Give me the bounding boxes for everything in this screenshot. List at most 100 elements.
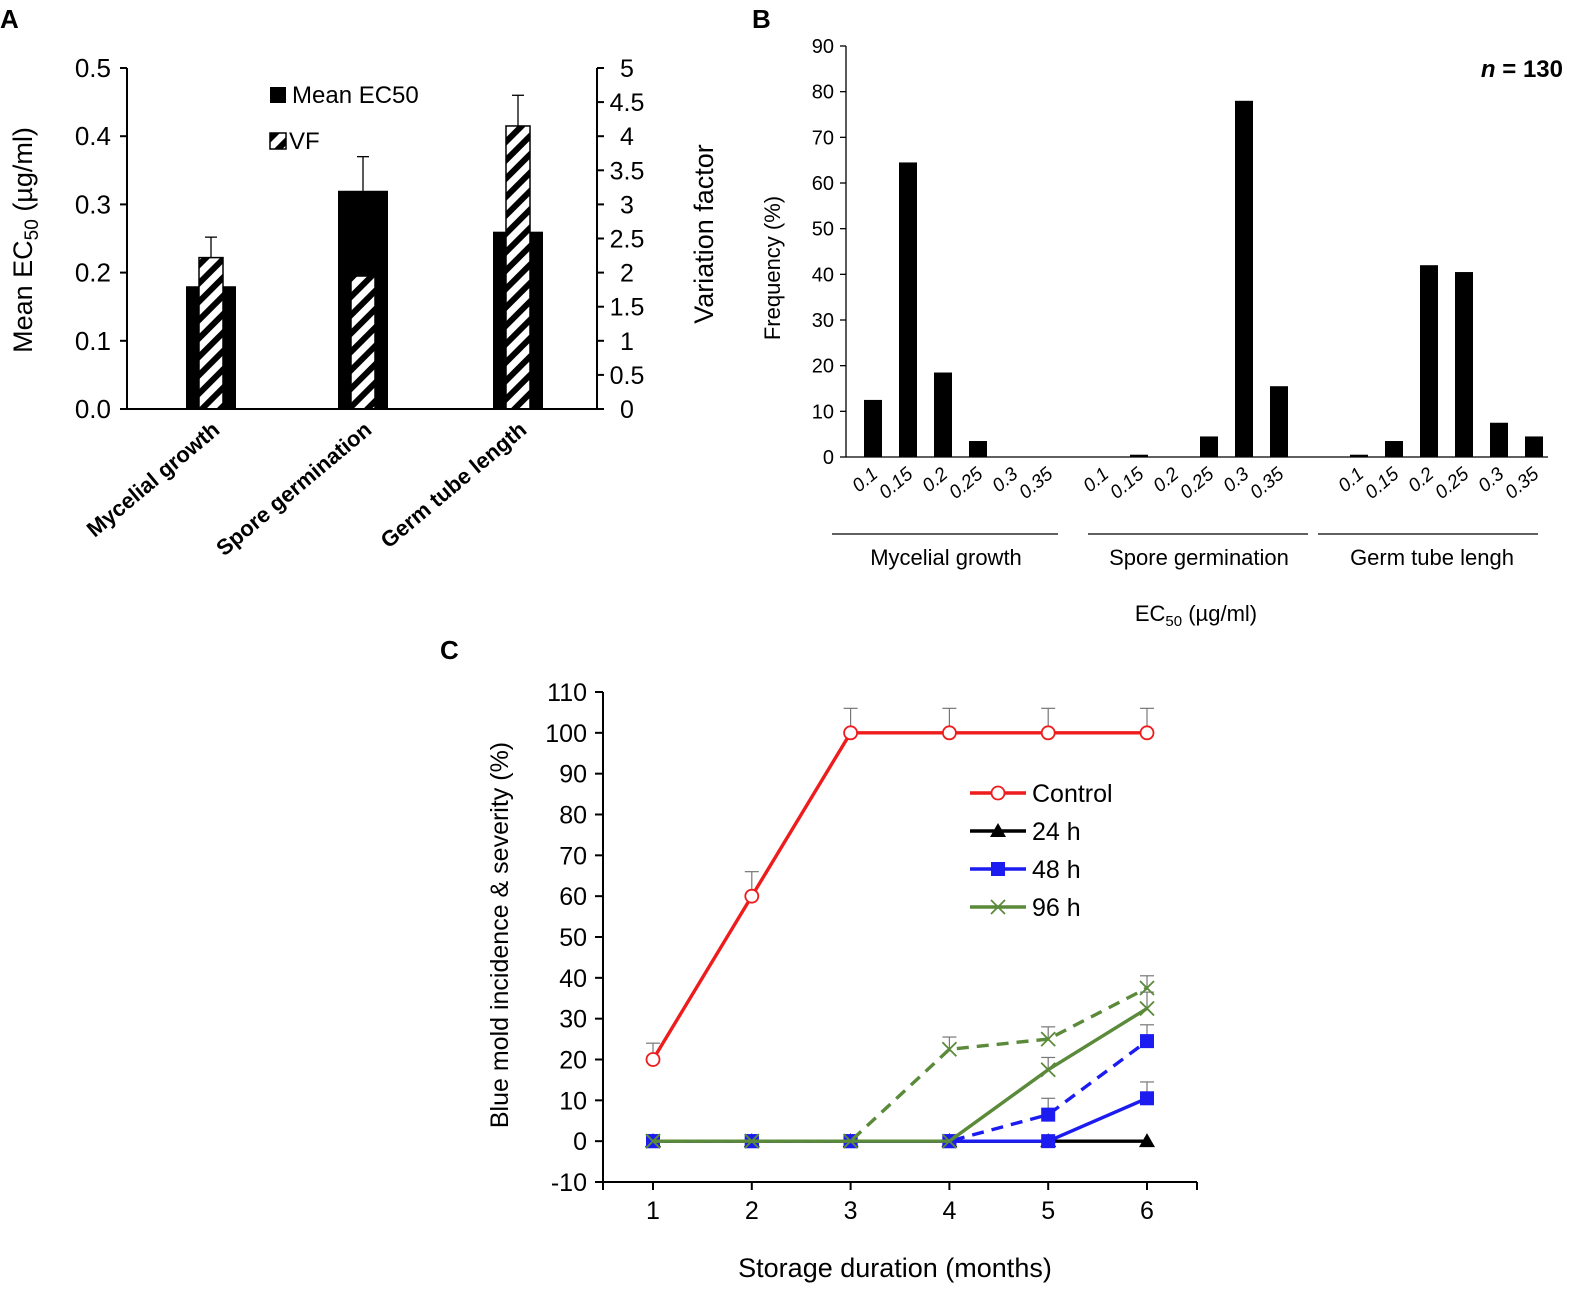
legend-marker-control <box>990 785 1006 801</box>
legend-label-control: Control <box>1032 780 1113 808</box>
chart-b-xtick-spore-germination-0-3: 0.3 <box>1219 463 1253 496</box>
bar-spore-germination-0-25 <box>1200 436 1218 457</box>
chart-a-right-tick-3-5: 3.5 <box>610 157 645 185</box>
series-96-h <box>645 991 1155 1149</box>
chart-a-category-mycelial-growth: Mycelial growth <box>82 417 225 542</box>
chart-c-ytick-60: 60 <box>559 883 587 911</box>
chart-c-ytick-90: 90 <box>559 761 587 789</box>
bar-spore-germination-0-3 <box>1235 100 1253 458</box>
line-control <box>651 731 1147 1061</box>
bar-mycelial-growth-0-15 <box>899 162 917 457</box>
chart-b-ylabel: Frequency (%) <box>760 196 785 340</box>
line-96-h-dashed <box>653 986 1148 1143</box>
chart-b-xtick-spore-germination-0-15: 0.15 <box>1106 463 1148 503</box>
chart-a-category-germ-tube-length: Germ tube length <box>376 417 532 553</box>
chart-a-left-tick-0-3: 0.3 <box>75 189 111 219</box>
bar-germ-tube-lengh-0-25 <box>1455 272 1473 457</box>
bar-germ-tube-lengh-0-1 <box>1350 454 1368 457</box>
chart-a-right-tick-2: 2 <box>620 260 634 288</box>
panel-c-label: C <box>440 635 459 665</box>
legend-marker-96-h <box>990 899 1006 915</box>
chart-c-xtick-1: 1 <box>646 1197 660 1225</box>
bar-mycelial-growth-0-1 <box>864 399 882 457</box>
legend-swatch-vf <box>269 132 287 150</box>
point-96-h-4 <box>941 1133 958 1149</box>
legend-label-mean-ec50: Mean EC50 <box>292 82 419 109</box>
point-96-h-5 <box>1040 1062 1056 1078</box>
chart-c-ytick-10: -10 <box>551 1169 587 1197</box>
chart-a-left-tick-0-5: 0.5 <box>75 53 111 83</box>
chart-c-xtick-5: 5 <box>1041 1197 1055 1225</box>
legend-label-96-h: 96 h <box>1032 894 1081 922</box>
chart-a-right-tick-0-5: 0.5 <box>610 362 645 390</box>
panel-b-label: B <box>752 4 771 34</box>
legend-marker-48-h <box>991 862 1005 876</box>
point-control-4 <box>942 725 957 741</box>
chart-c-xtick-6: 6 <box>1140 1197 1154 1225</box>
chart-a-right-tick-2-5: 2.5 <box>610 226 645 254</box>
chart-b-xlabel: EC50 (µg/ml) <box>1135 601 1257 630</box>
chart-b-ytick-20: 20 <box>812 356 834 378</box>
point-96-h-dashed-1 <box>645 1133 661 1149</box>
chart-c-xtick-3: 3 <box>844 1197 858 1225</box>
point-control-3 <box>843 725 858 741</box>
chart-c-ytick-40: 40 <box>559 965 587 993</box>
chart-b-xtick-mycelial-growth-0-2: 0.2 <box>918 463 952 496</box>
point-control-6 <box>1139 725 1155 741</box>
chart-a-left-tick-0-4: 0.4 <box>75 121 111 151</box>
chart-b-xtick-germ-tube-lengh-0-1: 0.1 <box>1334 464 1368 497</box>
point-48-h-dashed-5 <box>1041 1107 1056 1122</box>
chart-c-ytick-10: 10 <box>559 1087 587 1115</box>
chart-b-xtick-germ-tube-lengh-0-15: 0.15 <box>1361 463 1403 503</box>
bar-spore-germination-0-15 <box>1130 454 1148 457</box>
chart-a-right-tick-3: 3 <box>620 191 634 219</box>
chart-b-xtick-spore-germination-0-35: 0.35 <box>1246 463 1288 503</box>
line-96-h <box>653 1007 1148 1143</box>
chart-a-ylabel-right: Variation factor <box>689 144 719 324</box>
bar-germ-tube-lengh-0-15 <box>1385 441 1403 457</box>
bar-vf-spore-germination <box>350 275 376 410</box>
chart-b-xtick-mycelial-growth-0-15: 0.15 <box>875 463 917 503</box>
chart-a-legend: Mean EC50 VF <box>269 82 419 155</box>
chart-a-ylabel-left: Mean EC50 (µg/ml) <box>8 127 43 353</box>
bar-germ-tube-lengh-0-2 <box>1420 265 1438 457</box>
chart-b-group-label-spore-germination: Spore germination <box>1109 545 1289 570</box>
chart-c-ytick-110: 110 <box>547 679 587 707</box>
bar-vf-germ-tube-length <box>505 125 531 410</box>
series-control <box>645 707 1155 1067</box>
point-96-h-6 <box>1139 1000 1155 1017</box>
point-48-h-dashed-6 <box>1140 1034 1154 1049</box>
point-96-h-dashed-5 <box>1040 1031 1056 1047</box>
panel-a-label: A <box>0 4 19 34</box>
chart-b-xtick-germ-tube-lengh-0-35: 0.35 <box>1501 463 1543 503</box>
chart-c-ytick-80: 80 <box>559 802 587 830</box>
legend-label-vf: VF <box>289 128 320 155</box>
bar-mycelial-growth-0-2 <box>934 372 952 457</box>
legend-marker-24-h <box>990 823 1006 837</box>
point-96-h-dashed-3 <box>842 1133 859 1149</box>
legend-swatch-mean-ec50 <box>270 87 286 103</box>
chart-b-ytick-0: 0 <box>823 447 834 469</box>
point-control-1 <box>645 1052 661 1067</box>
chart-c-blue-mold-line: -10 0 10 20 30 40 50 60 70 80 90 100 110 1 2 3 4 5 6 Blue … <box>486 679 1198 1283</box>
legend-label-24-h: 24 h <box>1032 818 1081 846</box>
chart-a-right-tick-4-5: 4.5 <box>610 89 645 117</box>
chart-b-ytick-40: 40 <box>812 264 834 286</box>
bar-germ-tube-lengh-0-3 <box>1490 422 1508 457</box>
chart-a-right-tick-1-5: 1.5 <box>610 294 645 322</box>
chart-a-category-spore-germination: Spore germination <box>211 417 376 561</box>
chart-c-ytick-0: 0 <box>573 1128 587 1156</box>
chart-b-xtick-mycelial-growth-0-3: 0.3 <box>988 463 1022 496</box>
point-96-h-dashed-2 <box>744 1133 760 1149</box>
chart-b-group-label-germ-tube-lengh: Germ tube lengh <box>1350 545 1514 570</box>
chart-b-ytick-30: 30 <box>812 310 834 332</box>
chart-c-ytick-100: 100 <box>545 720 587 748</box>
chart-c-ytick-50: 50 <box>559 924 587 952</box>
chart-a-right-tick-4: 4 <box>620 123 634 151</box>
chart-b-xtick-spore-germination-0-2: 0.2 <box>1149 463 1183 496</box>
chart-c-xlabel: Storage duration (months) <box>738 1253 1052 1283</box>
chart-b-xtick-mycelial-growth-0-25: 0.25 <box>945 463 987 503</box>
chart-c-legend: Control 24 h 48 h 96 h <box>970 780 1113 922</box>
point-control-5 <box>1040 725 1056 741</box>
